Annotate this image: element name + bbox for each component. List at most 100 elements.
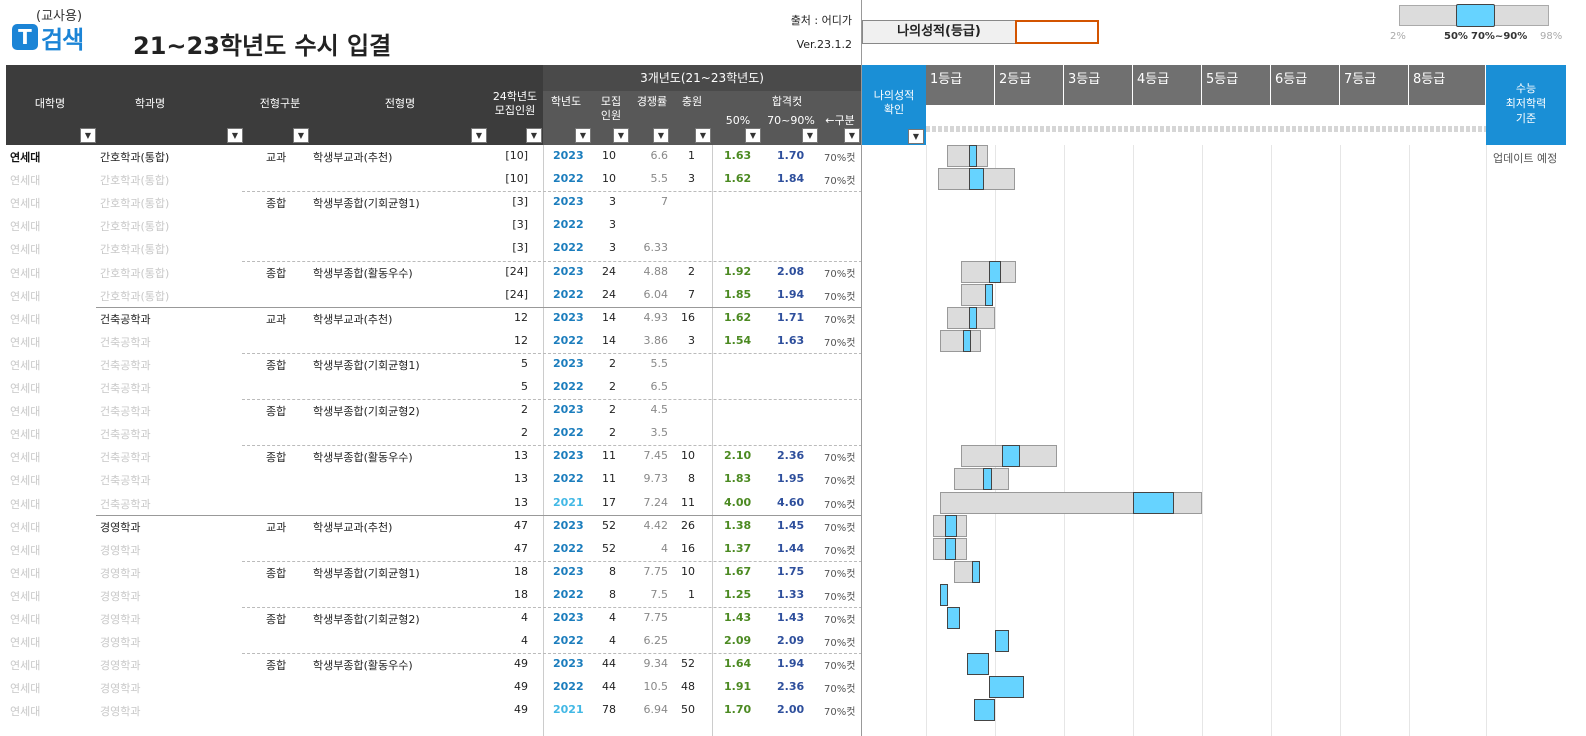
table-row[interactable]: 연세대 건축공학과 종합 학생부종합(기회균형2) 2 2023 2 4.5 [0, 399, 1586, 422]
table-row[interactable]: 연세대 건축공학과 종합 학생부종합(기회균형1) 5 2023 2 5.5 [0, 352, 1586, 376]
quota-cell: 49 [514, 680, 528, 694]
filter-dropdown-button[interactable]: ▼ [802, 128, 818, 143]
table-row[interactable]: 연세대 건축공학과 13 2022 11 9.73 8 1.83 1.95 70%컷 [0, 468, 1586, 491]
table-row[interactable]: 연세대 건축공학과 2 2022 2 3.5 [0, 422, 1586, 445]
grade-cut-box [967, 653, 989, 676]
table-row[interactable]: 연세대 간호학과(통합) 교과 학생부교과(추천) [10] 2023 10 6.6 1 1.63… [0, 145, 1586, 168]
table-row[interactable]: 연세대 경영학과 종합 학생부종합(기회균형1) 18 2023 8 7.75 10 1.67 1.… [0, 560, 1586, 584]
table-row[interactable]: 연세대 간호학과(통합) 종합 학생부종합(기회균형1) [3] 2023 3 7 [0, 191, 1586, 214]
year-cell: 2022 [553, 680, 584, 694]
quota-cell: [3] [512, 241, 528, 255]
dept-cell: 경영학과 [100, 636, 141, 650]
cut70-cell: 1.94 [777, 657, 805, 671]
dept-cell: 건축공학과 [100, 382, 151, 395]
gubun-cell: 70%컷 [824, 545, 856, 557]
grade-gridline [1409, 145, 1410, 736]
table-row[interactable]: 연세대 경영학과 18 2022 8 7.5 1 1.25 1.33 70%컷 [0, 583, 1586, 607]
cut50-cell: 1.83 [724, 472, 752, 486]
cut70-cell: 1.33 [777, 587, 805, 601]
table-row[interactable]: 연세대 경영학과 교과 학생부교과(추천) 47 2023 52 4.42 26 1.38 1.45… [0, 514, 1586, 538]
grade-cut-box [968, 168, 984, 191]
grade-scale-dots [926, 126, 1486, 132]
table-row[interactable]: 연세대 건축공학과 5 2022 2 6.5 [0, 376, 1586, 399]
grade-gridline [1271, 145, 1272, 736]
version-label: Ver.23.1.2 [796, 38, 852, 51]
table-row[interactable]: 연세대 건축공학과 13 2021 17 7.24 11 4.00 4.60 70%컷 [0, 491, 1586, 515]
year-cell: 2022 [553, 587, 584, 601]
table-row[interactable]: 연세대 경영학과 49 2021 78 6.94 50 1.70 2.00 70%컷 [0, 699, 1586, 722]
recruit-cell: 3 [609, 241, 616, 255]
filter-dropdown-button[interactable]: ▼ [695, 128, 711, 143]
table-row[interactable]: 연세대 간호학과(통합) [3] 2022 3 [0, 214, 1586, 237]
dept-cell: 건축공학과 [100, 405, 151, 419]
filter-dropdown-button[interactable]: ▼ [653, 128, 669, 143]
type-cell: 교과 [266, 520, 287, 534]
group-divider [242, 260, 862, 262]
gubun-cell: 70%컷 [824, 176, 856, 188]
table-row[interactable]: 연세대 건축공학과 종합 학생부종합(활동우수) 13 2023 11 7.45 10 2.10 2… [0, 445, 1586, 468]
gubun-cell: 70%컷 [824, 638, 856, 650]
gubun-cell: 70%컷 [824, 707, 856, 719]
filter-dropdown-button[interactable]: ▼ [471, 128, 487, 143]
filter-dropdown-button[interactable]: ▼ [293, 128, 309, 143]
univ-cell: 연세대 [10, 151, 41, 164]
filter-dropdown-button[interactable]: ▼ [613, 128, 629, 143]
col-univ: 대학명 [34, 97, 66, 110]
cut70-cell: 1.45 [777, 518, 805, 532]
grade-gridline [1202, 145, 1203, 736]
cut70-cell: 2.36 [777, 680, 805, 694]
dept-cell: 건축공학과 [100, 428, 151, 442]
name-cell: 학생부종합(기회균형2) [313, 405, 420, 419]
filter-dropdown-button[interactable]: ▼ [844, 128, 860, 143]
table-row[interactable]: 연세대 경영학과 종합 학생부종합(활동우수) 49 2023 44 9.34 52 1.64 1.… [0, 653, 1586, 676]
gubun-cell: 70%컷 [824, 314, 856, 326]
univ-cell: 연세대 [10, 220, 41, 234]
table-row[interactable]: 연세대 건축공학과 12 2022 14 3.86 3 1.54 1.63 70%컷 [0, 329, 1586, 353]
panel-divider [861, 0, 862, 736]
filter-dropdown-button[interactable]: ▼ [745, 128, 761, 143]
filter-dropdown-button[interactable]: ▼ [227, 128, 243, 143]
quota-cell: 13 [514, 449, 528, 463]
recruit-cell: 3 [609, 218, 616, 232]
grade-cut-box [995, 630, 1009, 653]
extra-cell: 10 [681, 564, 695, 578]
filter-dropdown-button[interactable]: ▼ [908, 129, 924, 144]
table-row[interactable]: 연세대 경영학과 49 2022 44 10.5 48 1.91 2.36 70%컷 [0, 676, 1586, 699]
filter-dropdown-button[interactable]: ▼ [80, 128, 96, 143]
type-cell: 종합 [266, 358, 287, 372]
year-cell: 2023 [553, 356, 584, 370]
table-row[interactable]: 연세대 경영학과 47 2022 52 4 16 1.37 1.44 70%컷 [0, 537, 1586, 561]
extra-cell: 2 [688, 264, 695, 278]
filter-dropdown-button[interactable]: ▼ [575, 128, 591, 143]
extra-cell: 48 [681, 680, 695, 694]
dept-cell: 간호학과(통합) [100, 197, 170, 211]
my-grade-input[interactable] [1015, 20, 1099, 44]
quota-cell: 13 [514, 495, 528, 509]
col-type: 전형구분 [259, 97, 301, 110]
col-c50: 50% [725, 114, 751, 127]
rate-cell: 6.6 [650, 149, 669, 162]
quota-cell: [3] [512, 195, 528, 209]
grade-cut-box [983, 468, 992, 491]
col-3yr-body [543, 145, 712, 736]
rate-cell: 9.73 [643, 472, 669, 486]
name-cell: 학생부교과(추천) [313, 312, 393, 326]
recruit-cell: 2 [609, 380, 616, 393]
table-row[interactable]: 연세대 경영학과 4 2022 4 6.25 2.09 2.09 70%컷 [0, 630, 1586, 653]
table-row[interactable]: 연세대 간호학과(통합) [10] 2022 10 5.5 3 1.62 1.84 70%컷 [0, 168, 1586, 191]
quota-cell: [24] [505, 287, 528, 301]
filter-dropdown-button[interactable]: ▼ [526, 128, 542, 143]
table-row[interactable]: 연세대 간호학과(통합) 종합 학생부종합(활동우수) [24] 2023 24 4.88 2 1… [0, 260, 1586, 284]
dept-cell: 경영학과 [100, 589, 141, 603]
rate-cell: 7.75 [643, 564, 669, 578]
table-row[interactable]: 연세대 경영학과 종합 학생부종합(기회균형2) 4 2023 4 7.75 1.43 1.43 7… [0, 607, 1586, 630]
grade-cut-box [946, 607, 961, 629]
table-row[interactable]: 연세대 간호학과(통합) [24] 2022 24 6.04 7 1.85 1.94 70%컷 [0, 283, 1586, 307]
year-cell: 2022 [553, 241, 584, 255]
year-cell: 2022 [553, 426, 584, 440]
col-dept: 학과명 [134, 97, 166, 110]
univ-cell: 연세대 [10, 682, 41, 696]
table-row[interactable]: 연세대 간호학과(통합) [3] 2022 3 6.33 [0, 237, 1586, 260]
table-row[interactable]: 연세대 건축공학과 교과 학생부교과(추천) 12 2023 14 4.93 16 1.62 1.7… [0, 306, 1586, 330]
name-cell: 학생부종합(활동우수) [313, 266, 413, 280]
